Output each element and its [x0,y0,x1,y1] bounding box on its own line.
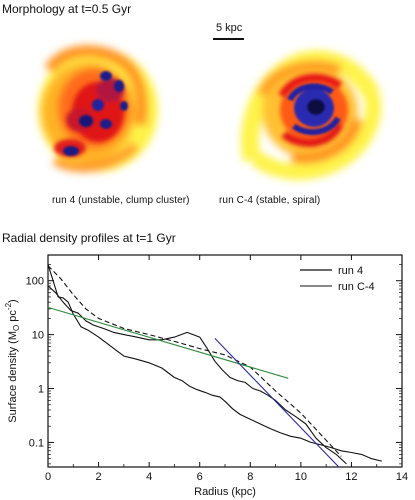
series-line-dashed-2 [47,265,342,457]
x-tick-label: 10 [295,471,307,483]
caption-run-c4: run C-4 (stable, spiral) [219,195,321,206]
x-tick-label: 14 [396,471,408,483]
x-tick-label: 0 [45,471,51,483]
x-tick-label: 8 [247,471,253,483]
series-layer [47,264,382,468]
y-axis-label: Surface density (MO pc-2) [4,299,21,422]
chart-legend: run 4 run C-4 [300,265,375,293]
galaxy-image-run-c4 [241,50,382,181]
series-line-fit-4 [214,338,340,468]
caption-run-4: run 4 (unstable, clump cluster) [52,195,190,206]
x-tick-label: 2 [96,471,102,483]
legend-label-run-c4: run C-4 [338,281,375,293]
density-profile-chart: 0 2 4 6 8 10 12 14 0.1 1 10 100 run 4 run C-4 Radi… [4,254,408,498]
scale-bar-label: 5 kpc [216,22,243,34]
y-tick-label: 100 [26,276,44,288]
series-line-fit-3 [47,306,289,379]
series-line-run-c-4 [47,285,347,465]
x-tick-label: 4 [146,471,152,483]
x-tick-label: 12 [345,471,357,483]
x-axis-ticks: 0 2 4 6 8 10 12 14 [45,255,408,483]
galaxy-image-run-4 [38,45,158,173]
y-tick-label: 0.1 [29,437,44,449]
panel-title-profiles: Radial density profiles at t=1 Gyr [2,231,176,245]
panel-title-morphology: Morphology at t=0.5 Gyr [2,2,132,16]
y-tick-label: 1 [38,384,44,396]
series-line-run-4 [47,264,382,462]
scale-bar [213,38,244,40]
y-tick-label: 10 [32,330,44,342]
x-tick-label: 6 [197,471,203,483]
legend-label-run-4: run 4 [338,265,363,277]
x-axis-label: Radius (kpc) [194,486,256,498]
